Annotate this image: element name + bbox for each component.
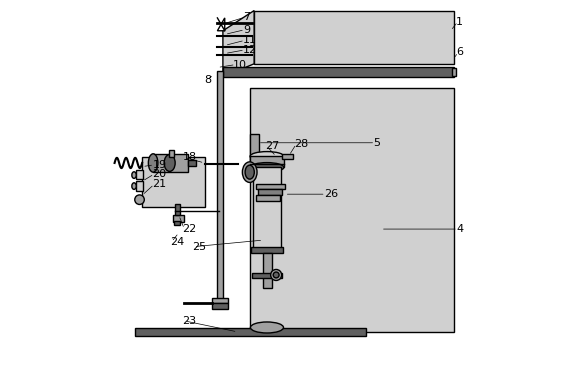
Ellipse shape — [135, 195, 144, 205]
Text: 19: 19 — [153, 160, 166, 170]
Text: 1: 1 — [456, 17, 463, 27]
Bar — [212, 303, 228, 309]
Ellipse shape — [164, 155, 175, 171]
Text: 5: 5 — [373, 138, 380, 148]
Text: 18: 18 — [183, 152, 197, 162]
Text: 24: 24 — [170, 237, 184, 247]
Bar — [250, 134, 258, 178]
Bar — [188, 161, 196, 165]
Ellipse shape — [250, 162, 284, 172]
Bar — [256, 184, 286, 189]
Bar — [262, 253, 272, 288]
Text: 21: 21 — [153, 179, 166, 189]
Text: 27: 27 — [265, 141, 279, 151]
Text: 28: 28 — [295, 139, 309, 149]
Bar — [283, 154, 292, 159]
Bar — [135, 328, 366, 336]
Bar — [175, 221, 180, 225]
Bar — [217, 71, 223, 303]
Ellipse shape — [250, 322, 283, 333]
Text: 10: 10 — [233, 60, 247, 70]
Bar — [453, 68, 456, 76]
Ellipse shape — [242, 162, 257, 182]
Bar — [223, 67, 454, 77]
Text: 9: 9 — [243, 25, 250, 35]
Text: 26: 26 — [324, 189, 338, 199]
Bar — [251, 248, 283, 253]
Text: 12: 12 — [243, 45, 257, 55]
Bar — [250, 156, 284, 167]
Bar — [142, 158, 205, 207]
Text: 7: 7 — [243, 12, 250, 22]
Bar — [173, 215, 184, 222]
Text: 4: 4 — [456, 224, 463, 234]
Text: 8: 8 — [205, 75, 212, 85]
Bar — [169, 150, 174, 158]
Bar — [250, 88, 454, 332]
Ellipse shape — [250, 152, 284, 161]
Polygon shape — [223, 11, 254, 77]
Bar — [254, 11, 454, 64]
Text: 22: 22 — [183, 224, 197, 234]
Text: 23: 23 — [183, 316, 197, 326]
Text: 6: 6 — [456, 47, 463, 57]
Bar — [175, 204, 180, 215]
Ellipse shape — [132, 183, 136, 189]
Ellipse shape — [245, 165, 254, 179]
Bar — [251, 273, 283, 278]
Text: 20: 20 — [153, 169, 166, 179]
Bar — [258, 189, 281, 195]
Bar — [153, 154, 188, 172]
Ellipse shape — [273, 272, 279, 278]
Ellipse shape — [132, 172, 136, 178]
Ellipse shape — [271, 269, 281, 280]
Polygon shape — [217, 18, 225, 31]
Bar — [253, 166, 281, 251]
Text: 25: 25 — [192, 242, 206, 252]
Ellipse shape — [149, 154, 158, 172]
Bar — [136, 181, 143, 191]
Text: 11: 11 — [243, 35, 257, 45]
Bar — [212, 298, 228, 303]
Bar — [256, 195, 280, 201]
Bar — [136, 170, 143, 179]
